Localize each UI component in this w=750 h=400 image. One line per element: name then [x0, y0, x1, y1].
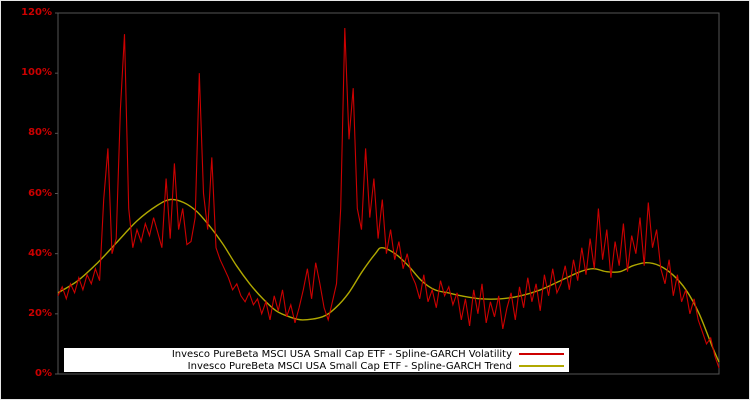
legend-entry-volatility: Invesco PureBeta MSCI USA Small Cap ETF … [64, 348, 564, 360]
trend-line [57, 198, 720, 363]
legend-box: Invesco PureBeta MSCI USA Small Cap ETF … [63, 347, 570, 373]
y-axis-tick-label: 40% [28, 247, 52, 259]
y-axis-tick-label: 80% [28, 127, 52, 139]
trend-line-sample-icon [519, 365, 564, 367]
legend-label-volatility: Invesco PureBeta MSCI USA Small Cap ETF … [171, 348, 512, 360]
y-axis-tick-label: 120% [21, 7, 52, 18]
volatility-line-sample-icon [519, 353, 564, 355]
y-axis-tick-label: 60% [28, 187, 52, 199]
series-lines [57, 27, 720, 369]
y-axis-tick-label: 20% [28, 307, 52, 319]
legend-label-trend: Invesco PureBeta MSCI USA Small Cap ETF … [187, 360, 512, 372]
y-axis-tick-label: 0% [35, 368, 52, 379]
y-axis-tick-label: 100% [21, 67, 52, 79]
volatility-line [57, 27, 720, 369]
legend-entry-trend: Invesco PureBeta MSCI USA Small Cap ETF … [64, 360, 564, 372]
plot-frame [55, 12, 720, 375]
